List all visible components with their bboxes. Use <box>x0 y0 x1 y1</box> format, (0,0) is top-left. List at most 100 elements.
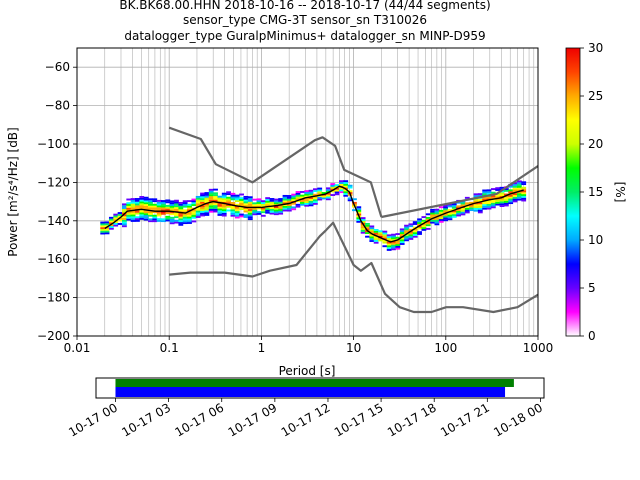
psd-cell <box>213 195 218 198</box>
psd-cell <box>460 209 466 212</box>
colorbar-ticks: 0 5 10 15 20 25 30 <box>580 41 603 343</box>
psd-cell <box>490 206 496 209</box>
psd-cell <box>495 199 501 202</box>
psd-cell <box>438 211 444 214</box>
psd-cell <box>477 202 483 205</box>
psd-cell <box>373 232 379 235</box>
psd-cell <box>382 236 388 239</box>
psd-cell <box>108 220 114 223</box>
psd-cell <box>369 236 375 239</box>
psd-cell <box>391 233 396 236</box>
y-tick-label: −80 <box>45 99 70 113</box>
psd-cell <box>139 212 145 215</box>
psd-cell <box>108 225 114 228</box>
psd-cell <box>113 217 119 220</box>
psd-cell <box>126 216 132 219</box>
psd-cell <box>269 212 275 215</box>
psd-cell <box>174 207 179 209</box>
psd-cell <box>308 202 314 205</box>
psd-cell <box>178 203 184 206</box>
psd-cell <box>486 202 492 205</box>
psd-cell <box>148 214 153 217</box>
psd-cell <box>464 211 470 214</box>
psd-cell <box>447 212 453 215</box>
psd-cell <box>412 233 418 236</box>
colorbar-tick-label: 5 <box>588 281 596 295</box>
psd-cell <box>122 225 127 228</box>
psd-cell <box>156 207 162 210</box>
psd-cell <box>130 212 136 215</box>
psd-cell <box>365 232 370 234</box>
psd-cell <box>152 207 158 210</box>
psd-cell <box>191 202 197 205</box>
psd-cell <box>143 200 149 203</box>
psd-cell <box>152 220 158 223</box>
psd-cell <box>391 246 396 249</box>
psd-cell <box>499 186 505 189</box>
psd-cell <box>312 201 318 203</box>
psd-cell <box>391 237 396 240</box>
psd-cell <box>286 200 292 203</box>
psd-cell <box>187 218 192 221</box>
psd-cell <box>182 211 188 214</box>
psd-cell <box>213 203 218 206</box>
psd-cell <box>521 186 527 189</box>
psd-cell <box>143 211 149 214</box>
psd-cell <box>126 205 132 208</box>
psd-cell <box>139 197 145 200</box>
psd-cell <box>404 239 409 242</box>
psd-cell <box>208 194 214 197</box>
psd-cell <box>443 210 448 213</box>
psd-cell <box>447 216 453 219</box>
psd-cell <box>200 207 205 210</box>
psd-cell <box>239 193 244 196</box>
psd-cell <box>326 198 331 201</box>
psd-cell <box>347 186 353 189</box>
psd-cell <box>260 202 266 204</box>
psd-cell <box>122 219 127 222</box>
psd-cell <box>291 197 297 200</box>
psd-cell <box>395 244 401 246</box>
psd-cell <box>265 204 271 207</box>
psd-cell <box>417 223 422 226</box>
psd-cell <box>369 230 375 233</box>
psd-cell <box>343 194 349 197</box>
psd-cell <box>174 221 179 224</box>
psd-cell <box>100 223 106 226</box>
psd-cell <box>187 222 192 224</box>
psd-cell <box>221 205 227 208</box>
psd-cell <box>208 207 214 209</box>
psd-cell <box>143 202 149 205</box>
psd-cell <box>247 214 253 217</box>
psd-cell <box>386 245 392 248</box>
noise-models <box>168 126 538 314</box>
psd-cell <box>369 238 375 241</box>
timeline-tick-label: 10-17 06 <box>172 400 226 439</box>
psd-cell <box>512 193 518 196</box>
psd-cell <box>408 223 414 226</box>
psd-cell <box>295 200 301 203</box>
psd-cell <box>108 216 114 219</box>
psd-cell <box>369 227 375 230</box>
psd-cell <box>234 212 240 215</box>
psd-cell <box>187 214 192 217</box>
psd-cell <box>473 193 479 196</box>
psd-cell <box>204 203 210 205</box>
psd-cell <box>456 212 462 215</box>
psd-cell <box>378 237 383 240</box>
psd-cell <box>299 194 305 197</box>
psd-cell <box>460 202 466 205</box>
psd-cell <box>195 212 201 215</box>
chart-title-line2: sensor_type CMG-3T sensor_sn T310026 <box>183 13 427 27</box>
psd-cell <box>104 232 110 235</box>
psd-cell <box>182 200 188 203</box>
psd-cell <box>286 196 292 199</box>
psd-cell <box>486 196 492 199</box>
psd-cell <box>352 198 357 201</box>
psd-cell <box>477 195 483 197</box>
psd-cell <box>395 240 401 243</box>
psd-cell <box>213 194 218 197</box>
psd-cell <box>317 187 323 190</box>
psd-cell <box>382 239 388 242</box>
psd-cell <box>386 248 392 251</box>
